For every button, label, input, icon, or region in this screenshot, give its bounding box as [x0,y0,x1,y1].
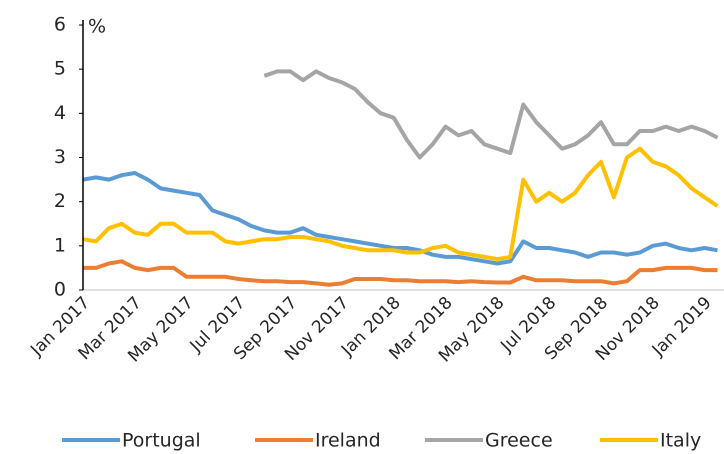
series-line [263,69,719,160]
unit-annotation: % [88,16,106,38]
legend-label: Greece [485,430,553,452]
series-line [82,171,718,266]
y-tick-label: 2 [54,190,66,212]
series-line [82,146,719,262]
series-line [83,259,718,287]
y-tick-label: 0 [54,279,66,301]
legend-label: Portugal [122,430,201,452]
y-tick-label: 6 [54,14,66,36]
legend-label: Italy [660,430,701,452]
y-tick-label: 4 [54,102,66,124]
y-tick-label: 1 [54,234,66,256]
y-tick-label: 3 [54,146,66,168]
legend-label: Ireland [315,430,381,452]
y-tick-label: 5 [54,58,66,80]
